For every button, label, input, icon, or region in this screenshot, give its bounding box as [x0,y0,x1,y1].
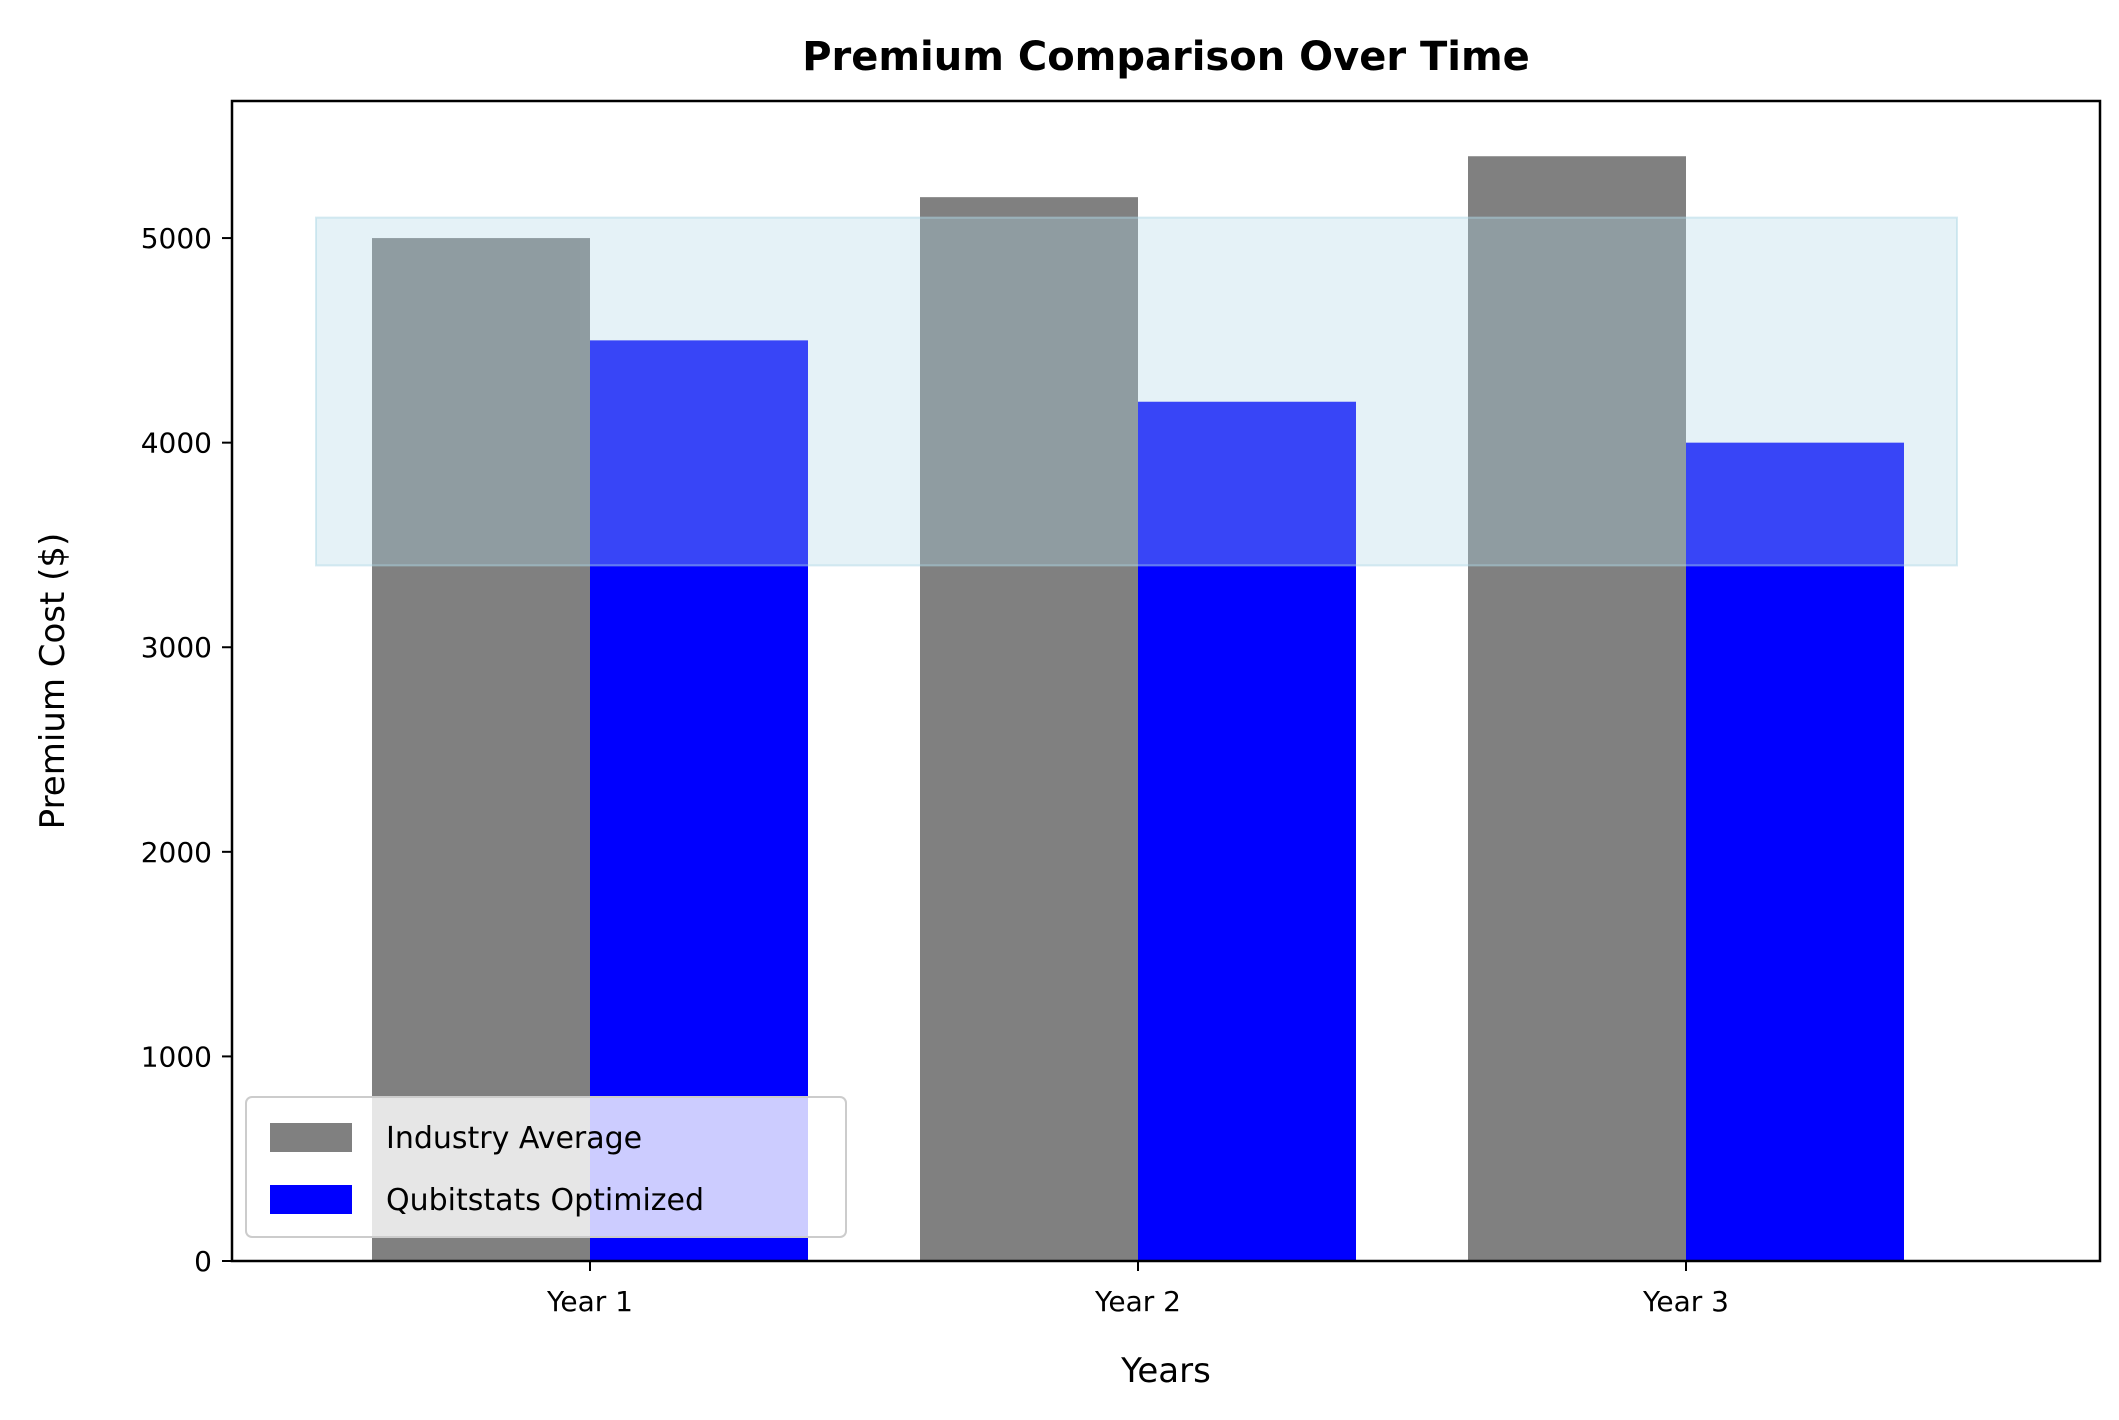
x-tick-label-year-3: Year 3 [1642,1285,1729,1318]
bar-industry-average-year-2 [920,197,1138,1262]
x-tick-label-year-1: Year 1 [546,1285,633,1318]
bar-qubitstats-optimized-year-2 [1138,401,1356,1262]
y-tick-label-4000: 4000 [141,427,212,460]
y-tick-label-5000: 5000 [141,222,212,255]
highlight-band-layer [315,216,1958,567]
legend-swatch-industry-average [270,1123,352,1152]
plot-frame [230,99,2102,1263]
bar-qubitstats-optimized-year-3 [1686,442,1904,1261]
legend-label-qubitstats-optimized: Qubitstats Optimized [386,1183,704,1218]
y-axis-label: Premium Cost ($) [33,533,73,830]
y-tick-label-0: 0 [194,1245,212,1278]
y-tick-label-3000: 3000 [141,631,212,664]
y-tick-label-2000: 2000 [141,836,212,869]
y-axis-ticks: 0 1000 2000 3000 4000 5000 [141,222,232,1278]
x-axis-label: Years [1120,1351,1211,1391]
bar-industry-average-year-3 [1468,156,1686,1262]
legend: Industry Average Qubitstats Optimized [245,1096,847,1238]
x-axis-ticks: Year 1 Year 2 Year 3 [546,1261,1729,1318]
chart-title: Premium Comparison Over Time [802,34,1530,80]
highlight-band [315,216,1958,567]
legend-box [245,1096,847,1238]
legend-label-industry-average: Industry Average [386,1121,642,1156]
x-tick-label-year-2: Year 2 [1094,1285,1181,1318]
legend-swatch-qubitstats-optimized [270,1185,352,1214]
y-tick-label-1000: 1000 [141,1040,212,1073]
bar-industry-average-year-1 [372,238,590,1261]
